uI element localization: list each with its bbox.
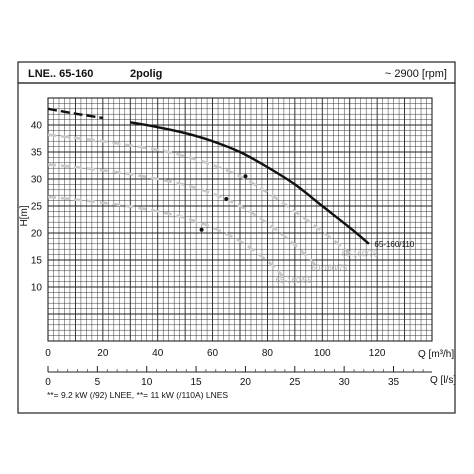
x2-axis-label: Q [l/s] — [430, 375, 456, 386]
curve-60-160-75-label: 60-160/75 — [311, 264, 348, 273]
y-tick-label: 10 — [31, 283, 43, 294]
curve-65-160-110-dashed — [47, 107, 104, 120]
x-tick-label: 120 — [369, 348, 386, 359]
x-tick-label: 20 — [97, 348, 109, 359]
speed-label: ~ 2900 [rpm] — [385, 68, 447, 80]
operating-point — [224, 196, 229, 201]
x2-tick-label: 0 — [45, 377, 51, 388]
plot-border — [47, 97, 433, 342]
model-label: LNE.. 65-160 — [28, 68, 93, 80]
x2-tick-label: 20 — [240, 377, 252, 388]
curve-65-160-75-label: 65-160/75 — [341, 250, 378, 259]
curve-65-160-75 — [47, 133, 351, 255]
x-tick-label: 100 — [314, 348, 331, 359]
y-tick-label: 30 — [31, 175, 43, 186]
y-axis-label: H[m] — [19, 205, 30, 226]
curve-65-160-55-label: 65-160/55 — [276, 276, 313, 285]
curve-65-160-55 — [47, 195, 285, 279]
footnote: **= 9.2 kW (/92) LNEE, **= 11 kW (/110A)… — [47, 390, 228, 400]
y-tick-label: 20 — [31, 229, 43, 240]
y-tick-label: 40 — [31, 121, 43, 132]
y-tick-label: 25 — [31, 202, 43, 213]
poles-label: 2polig — [130, 68, 162, 80]
axes: 10 15 20 25 30 35 40 0 20 40 60 80 100 120 0 5 10 15 20 25 3… — [31, 121, 432, 388]
x-tick-label: 80 — [262, 348, 274, 359]
y-tick-label: 15 — [31, 256, 43, 267]
x2-tick-label: 15 — [191, 377, 203, 388]
x-tick-label: 0 — [45, 348, 51, 359]
x-axis-label: Q [m³/h] — [418, 349, 454, 360]
x2-tick-label: 35 — [388, 377, 400, 388]
curve-65-160-110-solid — [130, 121, 370, 245]
x2-tick-label: 5 — [95, 377, 101, 388]
operating-point — [199, 227, 204, 232]
x-tick-label: 60 — [207, 348, 219, 359]
x2-tick-label: 10 — [141, 377, 153, 388]
y-tick-label: 35 — [31, 148, 43, 159]
curve-65-160-110-label: 65-160/110 — [374, 240, 414, 249]
x2-tick-label: 30 — [339, 377, 351, 388]
x2-tick-label: 25 — [289, 377, 301, 388]
chart-frame — [17, 82, 456, 414]
grid — [47, 97, 433, 342]
curve-60-160-75 — [47, 163, 318, 268]
x-tick-label: 40 — [152, 348, 164, 359]
operating-point — [243, 174, 248, 179]
